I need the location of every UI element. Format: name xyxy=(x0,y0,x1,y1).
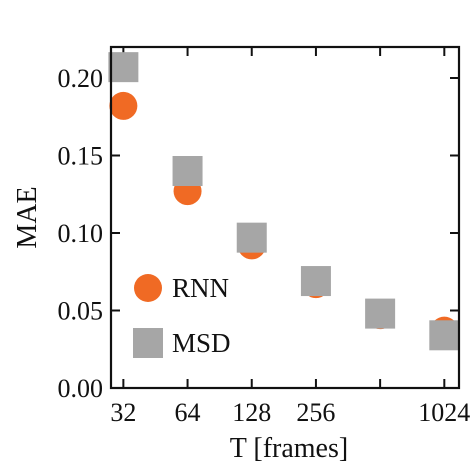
msd-square-point xyxy=(108,52,139,83)
y-tick-label: 0.15 xyxy=(58,142,104,171)
legend-rnn-marker xyxy=(134,274,162,302)
msd-square-point xyxy=(300,266,331,297)
y-axis-ticks: 0.00 0.05 0.10 0.15 0.20 xyxy=(58,64,459,403)
x-axis-label: T [frames] xyxy=(230,433,348,464)
y-tick-label: 0.20 xyxy=(58,64,104,93)
plot-frame xyxy=(109,45,461,390)
y-tick-label: 0.00 xyxy=(58,374,104,403)
x-tick-label: 32 xyxy=(110,398,136,427)
y-axis-label: MAE xyxy=(12,186,43,248)
x-tick-label: 256 xyxy=(296,398,335,427)
legend: RNN MSD xyxy=(133,273,231,358)
y-tick-label: 0.10 xyxy=(58,219,104,248)
legend-label-msd: MSD xyxy=(172,328,231,358)
x-tick-label: 64 xyxy=(175,398,201,427)
legend-label-rnn: RNN xyxy=(172,273,229,303)
legend-msd-marker xyxy=(133,328,163,358)
y-tick-label: 0.05 xyxy=(58,297,104,326)
msd-square-point xyxy=(236,222,267,253)
msd-square-point xyxy=(365,298,396,329)
data-points xyxy=(108,52,460,351)
x-axis-ticks: 32 64 128 256 1024 xyxy=(110,47,470,427)
msd-square-point xyxy=(172,156,203,186)
x-tick-label: 128 xyxy=(232,398,271,427)
msd-square-point xyxy=(429,320,460,351)
x-tick-label: 1024 xyxy=(418,398,470,427)
rnn-circle-point xyxy=(109,91,138,120)
